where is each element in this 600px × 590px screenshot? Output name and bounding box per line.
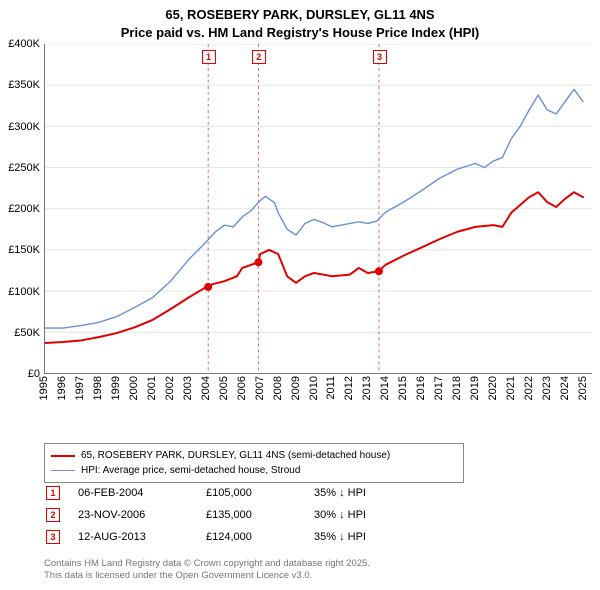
event-row: 1 06-FEB-2004 £105,000 35% ↓ HPI	[44, 482, 584, 504]
x-tick: 2015	[397, 376, 409, 400]
event-date: 23-NOV-2006	[78, 509, 188, 521]
x-tick: 2016	[415, 376, 427, 400]
x-tick: 2024	[559, 376, 571, 400]
legend-swatch	[51, 455, 75, 457]
plot-svg	[45, 44, 592, 373]
x-tick: 2017	[433, 376, 445, 400]
x-tick: 2002	[164, 376, 176, 400]
title-block: 65, ROSEBERY PARK, DURSLEY, GL11 4NS Pri…	[0, 0, 600, 43]
legend: 65, ROSEBERY PARK, DURSLEY, GL11 4NS (se…	[44, 443, 464, 483]
footer-line-1: Contains HM Land Registry data © Crown c…	[44, 558, 584, 570]
event-row: 3 12-AUG-2013 £124,000 35% ↓ HPI	[44, 526, 584, 548]
y-axis: £0£50K£100K£150K£200K£250K£300K£350K£400…	[0, 44, 44, 374]
x-tick: 2003	[182, 376, 194, 400]
y-tick: £250K	[8, 162, 40, 174]
event-price: £105,000	[206, 487, 296, 499]
event-marker-2: 2	[252, 50, 266, 64]
footer: Contains HM Land Registry data © Crown c…	[44, 558, 584, 583]
title-line-2: Price paid vs. HM Land Registry's House …	[4, 24, 596, 42]
x-tick: 2009	[290, 376, 302, 400]
x-tick: 2011	[325, 376, 337, 400]
event-badge: 1	[46, 486, 60, 500]
x-tick: 2005	[218, 376, 230, 400]
event-date: 06-FEB-2004	[78, 487, 188, 499]
y-tick: £400K	[8, 38, 40, 50]
event-badge: 2	[46, 508, 60, 522]
x-tick: 2014	[379, 376, 391, 400]
y-tick: £150K	[8, 244, 40, 256]
x-tick: 1995	[38, 376, 50, 400]
y-tick: £300K	[8, 121, 40, 133]
event-table: 1 06-FEB-2004 £105,000 35% ↓ HPI 2 23-NOV-200…	[44, 482, 584, 548]
x-tick: 1996	[56, 376, 68, 400]
event-delta: 35% ↓ HPI	[314, 487, 424, 499]
event-marker-1: 1	[202, 50, 216, 64]
x-tick: 2021	[505, 376, 517, 400]
y-tick: £350K	[8, 79, 40, 91]
x-tick: 1997	[74, 376, 86, 400]
x-tick: 2012	[343, 376, 355, 400]
x-tick: 2020	[487, 376, 499, 400]
x-tick: 2019	[469, 376, 481, 400]
legend-label: 65, ROSEBERY PARK, DURSLEY, GL11 4NS (se…	[81, 448, 390, 463]
event-date: 12-AUG-2013	[78, 531, 188, 543]
title-line-1: 65, ROSEBERY PARK, DURSLEY, GL11 4NS	[4, 6, 596, 24]
x-axis: 1995199619971998199920002001200220032004…	[44, 376, 592, 406]
x-tick: 2010	[308, 376, 320, 400]
x-tick: 2004	[200, 376, 212, 400]
event-marker-3: 3	[373, 50, 387, 64]
legend-label: HPI: Average price, semi-detached house,…	[81, 463, 300, 478]
plot-area: 1 2 3	[44, 44, 592, 374]
x-tick: 2007	[254, 376, 266, 400]
x-tick: 1999	[110, 376, 122, 400]
y-tick: £50K	[14, 327, 40, 339]
y-tick: £100K	[8, 286, 40, 298]
legend-item: 65, ROSEBERY PARK, DURSLEY, GL11 4NS (se…	[51, 448, 457, 463]
x-tick: 2008	[272, 376, 284, 400]
event-delta: 30% ↓ HPI	[314, 509, 424, 521]
x-tick: 1998	[92, 376, 104, 400]
legend-item: HPI: Average price, semi-detached house,…	[51, 463, 457, 478]
x-tick: 2006	[236, 376, 248, 400]
chart-area: £0£50K£100K£150K£200K£250K£300K£350K£400…	[0, 44, 600, 406]
x-tick: 2025	[577, 376, 589, 400]
y-tick: £200K	[8, 203, 40, 215]
x-tick: 2022	[523, 376, 535, 400]
x-tick: 2018	[451, 376, 463, 400]
chart-container: 65, ROSEBERY PARK, DURSLEY, GL11 4NS Pri…	[0, 0, 600, 590]
x-tick: 2023	[541, 376, 553, 400]
event-badge: 3	[46, 530, 60, 544]
event-row: 2 23-NOV-2006 £135,000 30% ↓ HPI	[44, 504, 584, 526]
legend-swatch	[51, 470, 75, 471]
x-tick: 2001	[146, 376, 158, 400]
x-tick: 2013	[361, 376, 373, 400]
event-price: £124,000	[206, 531, 296, 543]
event-price: £135,000	[206, 509, 296, 521]
event-delta: 35% ↓ HPI	[314, 531, 424, 543]
x-tick: 2000	[128, 376, 140, 400]
footer-line-2: This data is licensed under the Open Gov…	[44, 570, 584, 582]
